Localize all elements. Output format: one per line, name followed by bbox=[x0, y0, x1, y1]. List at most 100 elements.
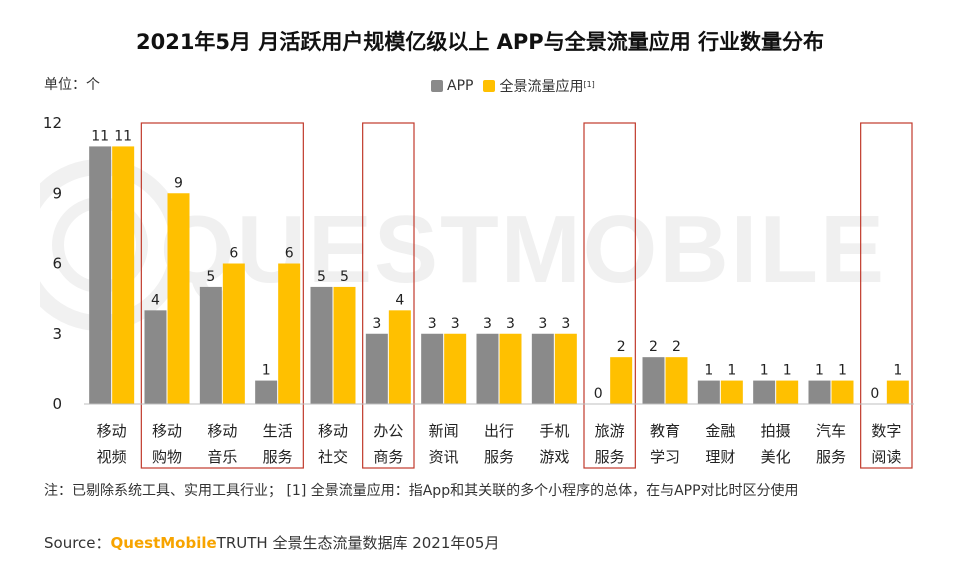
value-label-app: 5 bbox=[206, 269, 215, 285]
value-label-app: 1 bbox=[760, 363, 769, 379]
highlight-box bbox=[362, 122, 415, 469]
value-label-panoramic: 4 bbox=[395, 292, 404, 308]
category-label: 音乐 bbox=[207, 448, 237, 466]
bar-panoramic bbox=[665, 357, 688, 404]
legend-item-app: APP bbox=[431, 78, 473, 94]
value-label-app: 0 bbox=[870, 386, 879, 402]
bar-app bbox=[531, 333, 554, 404]
bar-panoramic bbox=[112, 146, 135, 404]
bar-panoramic bbox=[388, 310, 411, 404]
bar-app bbox=[421, 333, 444, 404]
category-label: 服务 bbox=[816, 448, 846, 466]
value-label-app: 4 bbox=[151, 292, 160, 308]
bar-app bbox=[89, 146, 112, 404]
value-label-app: 2 bbox=[649, 339, 658, 355]
legend-label-panoramic: 全景流量应用 bbox=[499, 79, 584, 95]
category-label: 移动 bbox=[318, 422, 348, 440]
bar-app bbox=[476, 333, 499, 404]
value-label-panoramic: 9 bbox=[174, 175, 183, 191]
chart-title: 2021年5月 月活跃用户规模亿级以上 APP与全景流量应用 行业数量分布 bbox=[135, 30, 825, 54]
category-label: 理财 bbox=[705, 448, 735, 466]
category-label: 移动 bbox=[152, 422, 182, 440]
value-label-app: 0 bbox=[594, 386, 603, 402]
highlight-box bbox=[583, 122, 636, 469]
bar-app bbox=[365, 333, 388, 404]
category-label: 移动 bbox=[207, 422, 237, 440]
legend-item-panoramic: 全景流量应用 [1] bbox=[483, 76, 595, 96]
value-label-app: 3 bbox=[372, 316, 381, 332]
category-label: 出行 bbox=[484, 422, 514, 440]
value-label-app: 11 bbox=[91, 128, 109, 144]
highlight-box bbox=[860, 122, 913, 469]
category-label: 购物 bbox=[152, 448, 182, 466]
category-label: 新闻 bbox=[429, 422, 459, 440]
value-label-app: 1 bbox=[704, 363, 713, 379]
bar-panoramic bbox=[610, 357, 633, 404]
bar-app bbox=[144, 310, 167, 404]
bar-panoramic bbox=[167, 193, 190, 404]
bar-panoramic bbox=[444, 333, 467, 404]
bar-panoramic bbox=[776, 380, 799, 404]
footnote: 注：已剔除系统工具、实用工具行业； [1] 全景流量应用：指App和其关联的多个… bbox=[44, 483, 799, 499]
category-label: 生活 bbox=[263, 422, 293, 440]
source-rest: TRUTH 全景生态流量数据库 2021年05月 bbox=[216, 534, 500, 552]
legend-footnote-mark: [1] bbox=[583, 79, 595, 89]
category-label: 阅读 bbox=[871, 448, 901, 466]
value-label-app: 1 bbox=[815, 363, 824, 379]
unit-label: 单位：个 bbox=[44, 77, 100, 93]
value-label-panoramic: 3 bbox=[561, 316, 570, 332]
legend-label-app: APP bbox=[447, 78, 474, 94]
value-label-panoramic: 6 bbox=[285, 246, 294, 262]
legend-swatch-panoramic bbox=[483, 80, 496, 92]
category-label: 美化 bbox=[761, 448, 791, 466]
bar-app bbox=[642, 357, 665, 404]
bar-panoramic bbox=[554, 333, 577, 404]
value-label-app: 3 bbox=[538, 316, 547, 332]
value-label-panoramic: 5 bbox=[340, 269, 349, 285]
source-line: Source：QuestMobileTRUTH 全景生态流量数据库 2021年0… bbox=[44, 532, 499, 553]
category-label: 学习 bbox=[650, 448, 680, 466]
value-label-app: 1 bbox=[262, 363, 271, 379]
category-label: 教育 bbox=[650, 422, 680, 440]
value-label-app: 3 bbox=[428, 316, 437, 332]
category-label: 汽车 bbox=[816, 422, 846, 440]
category-label: 拍摄 bbox=[761, 422, 791, 440]
y-tick-label: 12 bbox=[43, 114, 62, 132]
bar-panoramic bbox=[222, 263, 245, 404]
bar-panoramic bbox=[499, 333, 522, 404]
value-label-panoramic: 6 bbox=[229, 246, 238, 262]
bar-app bbox=[808, 380, 831, 404]
value-label-panoramic: 3 bbox=[451, 316, 460, 332]
category-label: 服务 bbox=[263, 448, 293, 466]
source-prefix: Source： bbox=[44, 534, 111, 552]
bar-panoramic bbox=[720, 380, 743, 404]
bar-app bbox=[310, 286, 333, 404]
category-label: 办公 bbox=[373, 422, 403, 440]
y-tick-label: 6 bbox=[52, 255, 62, 273]
bar-panoramic bbox=[886, 380, 909, 404]
value-label-panoramic: 2 bbox=[617, 339, 626, 355]
value-label-app: 5 bbox=[317, 269, 326, 285]
y-tick-label: 9 bbox=[52, 184, 62, 202]
category-label: 商务 bbox=[373, 448, 403, 466]
category-label: 金融 bbox=[705, 422, 735, 440]
bar-app bbox=[255, 380, 278, 404]
bar-app bbox=[199, 286, 222, 404]
value-label-panoramic: 1 bbox=[893, 363, 902, 379]
category-label: 移动 bbox=[97, 422, 127, 440]
category-label: 资讯 bbox=[429, 448, 459, 466]
value-label-panoramic: 3 bbox=[506, 316, 515, 332]
value-label-panoramic: 1 bbox=[727, 363, 736, 379]
value-label-panoramic: 2 bbox=[672, 339, 681, 355]
category-label: 旅游 bbox=[595, 422, 625, 440]
bar-panoramic bbox=[278, 263, 301, 404]
category-label: 社交 bbox=[318, 448, 348, 466]
bar-panoramic bbox=[831, 380, 854, 404]
y-tick-label: 0 bbox=[52, 395, 62, 413]
category-label: 手机 bbox=[539, 422, 569, 440]
category-label: 视频 bbox=[97, 448, 127, 466]
bar-app bbox=[697, 380, 720, 404]
y-tick-label: 3 bbox=[52, 325, 62, 343]
category-label: 服务 bbox=[595, 448, 625, 466]
